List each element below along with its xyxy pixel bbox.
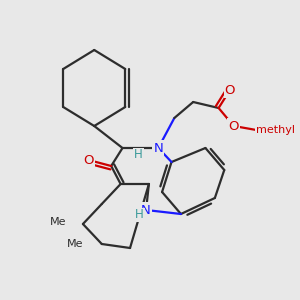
- Text: methyl: methyl: [256, 125, 295, 135]
- Text: H: H: [134, 148, 143, 161]
- Text: O: O: [228, 119, 239, 133]
- Text: O: O: [225, 83, 235, 97]
- Text: N: N: [153, 142, 163, 154]
- Text: N: N: [141, 203, 151, 217]
- Text: Me: Me: [67, 239, 84, 249]
- Text: H: H: [135, 208, 144, 221]
- Text: Me: Me: [50, 217, 67, 227]
- Text: O: O: [83, 154, 94, 166]
